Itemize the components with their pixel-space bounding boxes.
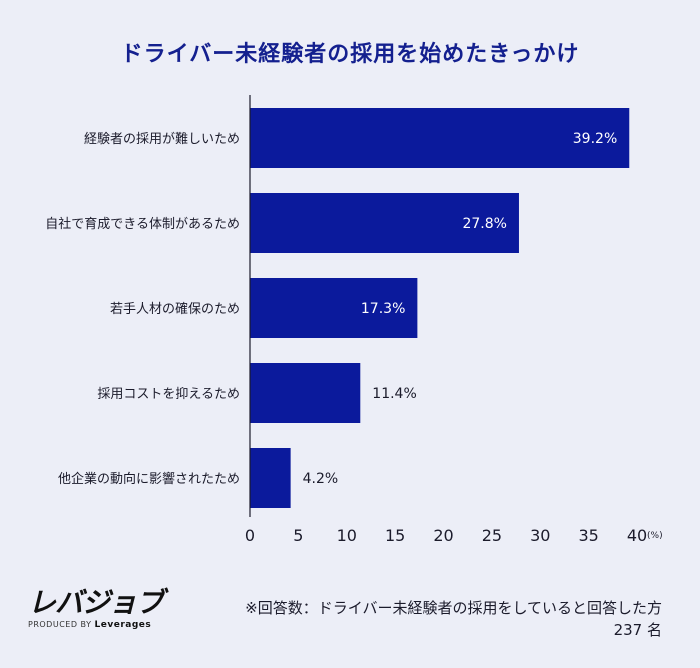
x-axis-ticks: 0 5 10 15 20 25 30 35 40 xyxy=(245,526,647,545)
bar-chart: 経験者の採用が難しいため自社で育成できる体制があるため若手人材の確保のため採用コ… xyxy=(45,95,663,545)
category-label: 若手人材の確保のため xyxy=(110,301,240,317)
category-label: 他企業の動向に影響されたため xyxy=(58,471,240,487)
footnote: ※回答数：ドライバー未経験者の採用をしていると回答した方 237 名 xyxy=(142,597,662,641)
value-labels: 39.2% 27.8% 17.3% 11.4% 4.2% xyxy=(303,131,618,487)
x-tick-label: 20 xyxy=(433,526,453,545)
logo-wordmark: レバジョブ xyxy=(28,586,164,619)
bar xyxy=(250,448,291,508)
category-label: 経験者の採用が難しいため xyxy=(84,132,240,147)
footnote-count: 237 名 xyxy=(613,621,662,639)
x-axis-unit: (%) xyxy=(647,531,663,541)
x-tick-label: 30 xyxy=(530,526,550,545)
value-label: 11.4% xyxy=(372,386,416,402)
chart-title: ドライバー未経験者の採用を始めたきっかけ xyxy=(120,42,580,67)
value-label: 17.3% xyxy=(361,301,405,317)
logo-company: Leverages xyxy=(94,620,152,630)
value-label: 27.8% xyxy=(462,216,506,232)
category-labels: 経験者の採用が難しいため自社で育成できる体制があるため若手人材の確保のため採用コ… xyxy=(45,132,240,487)
x-tick-label: 35 xyxy=(578,526,598,545)
x-tick-label: 15 xyxy=(385,526,405,545)
value-label: 39.2% xyxy=(573,131,617,147)
logo-produced-by: PRODUCED BY xyxy=(28,620,92,629)
bars-layer xyxy=(250,108,630,508)
logo-tagline: PRODUCED BY Leverages xyxy=(28,620,188,630)
levajob-logo: レバジョブ PRODUCED BY Leverages xyxy=(28,586,188,631)
footnote-respondents: ※回答数：ドライバー未経験者の採用をしていると回答した方 xyxy=(245,599,662,617)
value-label: 4.2% xyxy=(303,471,339,487)
bar xyxy=(250,278,418,338)
x-tick-label: 10 xyxy=(337,526,357,545)
bar xyxy=(250,108,630,168)
category-label: 自社で育成できる体制があるため xyxy=(45,216,240,232)
bar xyxy=(250,363,361,423)
category-label: 採用コストを抑えるため xyxy=(97,387,240,402)
x-tick-label: 25 xyxy=(482,526,502,545)
bar xyxy=(250,193,519,253)
x-tick-label: 40 xyxy=(627,526,647,545)
x-tick-label: 5 xyxy=(293,526,303,545)
x-tick-label: 0 xyxy=(245,526,255,545)
